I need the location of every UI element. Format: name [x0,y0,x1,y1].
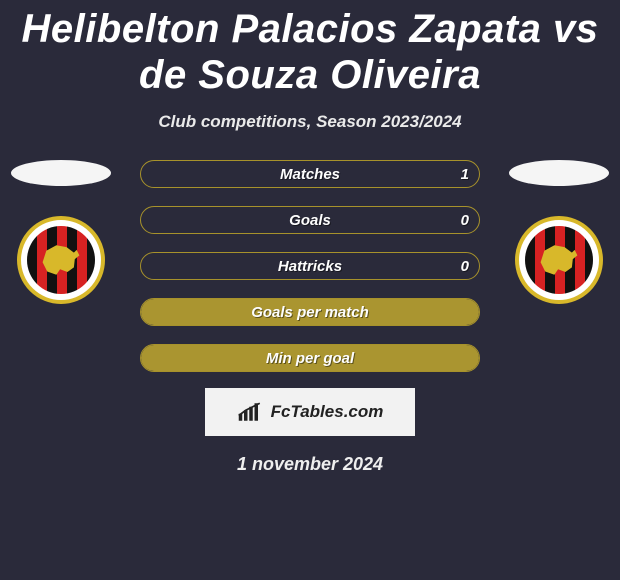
date-text: 1 november 2024 [0,454,620,475]
stat-bar: Matches1 [140,160,480,188]
branding-text: FcTables.com [271,402,384,422]
club-badge-right [515,216,603,304]
right-column [504,160,614,304]
subtitle: Club competitions, Season 2023/2024 [0,112,620,132]
stat-label: Goals [141,207,479,233]
stat-bar: Hattricks0 [140,252,480,280]
left-column [6,160,116,304]
stat-label: Min per goal [141,345,479,371]
stat-bar: Goals0 [140,206,480,234]
stat-value-right: 0 [461,253,469,279]
player-placeholder-right [509,160,609,186]
page-title: Helibelton Palacios Zapata vs de Souza O… [0,0,620,98]
stat-label: Goals per match [141,299,479,325]
club-badge-left [17,216,105,304]
bar-chart-icon [237,401,265,423]
branding-badge: FcTables.com [205,388,415,436]
stat-value-right: 1 [461,161,469,187]
stat-value-right: 0 [461,207,469,233]
comparison-area: Matches1Goals0Hattricks0Goals per matchM… [0,160,620,475]
stat-bar: Goals per match [140,298,480,326]
comparison-bars: Matches1Goals0Hattricks0Goals per matchM… [140,160,480,372]
stat-label: Hattricks [141,253,479,279]
stat-label: Matches [141,161,479,187]
player-placeholder-left [11,160,111,186]
stat-bar: Min per goal [140,344,480,372]
